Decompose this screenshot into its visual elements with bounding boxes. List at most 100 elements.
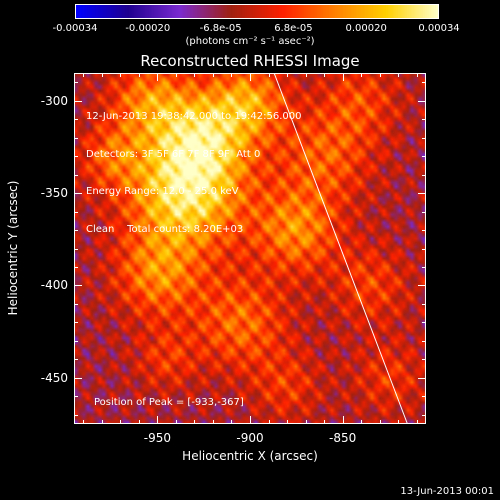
x-minor-tick — [361, 420, 363, 424]
y-minor-tick — [74, 359, 78, 361]
y-minor-tick — [74, 137, 78, 139]
y-major-tick — [74, 377, 82, 379]
x-minor-tick — [398, 420, 400, 424]
x-minor-tick-top — [379, 73, 381, 77]
x-major-tick — [250, 416, 251, 424]
y-major-tick — [74, 193, 82, 195]
y-minor-tick-right — [422, 230, 426, 232]
y-minor-tick-right — [422, 248, 426, 250]
y-minor-tick-right — [422, 359, 426, 361]
y-major-tick — [74, 285, 82, 287]
colorbar-tick-label: -0.00034 — [52, 23, 98, 34]
plot-area — [74, 73, 426, 424]
y-minor-tick — [74, 396, 78, 398]
y-tick-label: -400 — [40, 278, 68, 293]
colorbar-tick-label: 6.8e-05 — [274, 23, 313, 34]
y-minor-tick-right — [422, 303, 426, 305]
y-minor-tick-right — [422, 82, 426, 84]
x-major-tick-top — [342, 73, 344, 81]
x-minor-tick-top — [231, 73, 233, 77]
y-minor-tick — [74, 156, 78, 158]
x-minor-tick — [416, 420, 418, 424]
y-axis-label: Heliocentric Y (arcsec) — [6, 180, 20, 316]
limb-line — [273, 73, 408, 424]
y-minor-tick — [74, 174, 78, 176]
annotation-detectors: Detectors: 3F 5F 6F 7F 8F 9F Att 0 — [86, 148, 261, 160]
y-minor-tick-right — [422, 322, 426, 324]
x-minor-tick — [287, 420, 289, 424]
colorbar-tick-label: 0.00034 — [418, 23, 460, 34]
x-major-tick — [157, 416, 159, 424]
x-minor-tick-top — [212, 73, 214, 77]
colorbar — [75, 4, 439, 19]
x-minor-tick — [212, 420, 214, 424]
x-minor-tick-top — [175, 73, 177, 77]
y-minor-tick-right — [422, 266, 426, 268]
y-major-tick-right — [418, 377, 426, 379]
annotation-counts: Clean Total counts: 8.20E+03 — [86, 223, 244, 235]
y-minor-tick-right — [422, 211, 426, 213]
annotation-energy: Energy Range: 12.0 - 25.0 keV — [86, 186, 239, 197]
colorbar-units: (photons cm⁻² s⁻¹ asec⁻²) — [185, 36, 315, 47]
y-minor-tick-right — [422, 414, 426, 416]
x-minor-tick — [83, 420, 85, 424]
y-minor-tick — [74, 119, 78, 121]
chart-title: Reconstructed RHESSI Image — [140, 52, 360, 70]
peak-position-label: Position of Peak = [-933,-367] — [94, 397, 244, 408]
x-minor-tick-top — [268, 73, 270, 77]
x-minor-tick-top — [416, 73, 418, 77]
x-minor-tick — [268, 420, 270, 424]
colorbar-tick-label: -0.00020 — [125, 23, 171, 34]
x-minor-tick — [101, 420, 103, 424]
x-minor-tick — [138, 420, 140, 424]
y-minor-tick — [74, 82, 78, 84]
x-minor-tick-top — [101, 73, 103, 77]
x-minor-tick-top — [398, 73, 400, 77]
x-minor-tick — [379, 420, 381, 424]
y-minor-tick — [74, 414, 78, 416]
annotation-block: 12-Jun-2013 19:38:42.000 to 19:42:56.000… — [86, 86, 302, 249]
y-minor-tick-right — [422, 119, 426, 121]
x-minor-tick-top — [83, 73, 85, 77]
x-minor-tick — [194, 420, 196, 424]
y-minor-tick-right — [422, 396, 426, 398]
y-minor-tick — [74, 340, 78, 342]
colorbar-tick-label: -6.8e-05 — [199, 23, 242, 34]
x-major-tick-top — [157, 73, 159, 81]
x-minor-tick-top — [138, 73, 140, 77]
y-minor-tick-right — [422, 340, 426, 342]
y-tick-label: -300 — [40, 93, 68, 108]
y-major-tick-right — [418, 100, 426, 102]
x-major-tick — [342, 416, 344, 424]
footer-timestamp: 13-Jun-2013 00:01 — [400, 486, 494, 497]
x-major-tick-top — [250, 73, 251, 81]
x-minor-tick — [324, 420, 326, 424]
y-major-tick — [74, 100, 82, 102]
x-minor-tick-top — [287, 73, 289, 77]
x-minor-tick — [175, 420, 177, 424]
x-tick-label: -900 — [236, 431, 264, 445]
y-major-tick-right — [418, 285, 426, 287]
x-minor-tick — [231, 420, 233, 424]
y-minor-tick-right — [422, 156, 426, 158]
heatmap-image — [74, 73, 426, 424]
x-minor-tick-top — [120, 73, 122, 77]
x-tick-label: -950 — [143, 431, 171, 445]
x-minor-tick-top — [194, 73, 196, 77]
x-minor-tick-top — [305, 73, 307, 77]
x-tick-label: -850 — [329, 431, 357, 445]
x-minor-tick-top — [361, 73, 363, 77]
y-minor-tick — [74, 230, 78, 232]
y-minor-tick-right — [422, 174, 426, 176]
y-minor-tick — [74, 303, 78, 305]
x-minor-tick — [120, 420, 122, 424]
annotation-time: 12-Jun-2013 19:38:42.000 to 19:42:56.000 — [86, 111, 302, 122]
y-tick-label: -450 — [40, 370, 68, 385]
y-minor-tick — [74, 211, 78, 213]
y-minor-tick — [74, 248, 78, 250]
x-axis-label: Heliocentric X (arcsec) — [182, 449, 318, 463]
y-tick-label: -350 — [40, 186, 68, 201]
x-minor-tick-top — [324, 73, 326, 77]
y-major-tick-right — [418, 193, 426, 195]
y-minor-tick — [74, 322, 78, 324]
